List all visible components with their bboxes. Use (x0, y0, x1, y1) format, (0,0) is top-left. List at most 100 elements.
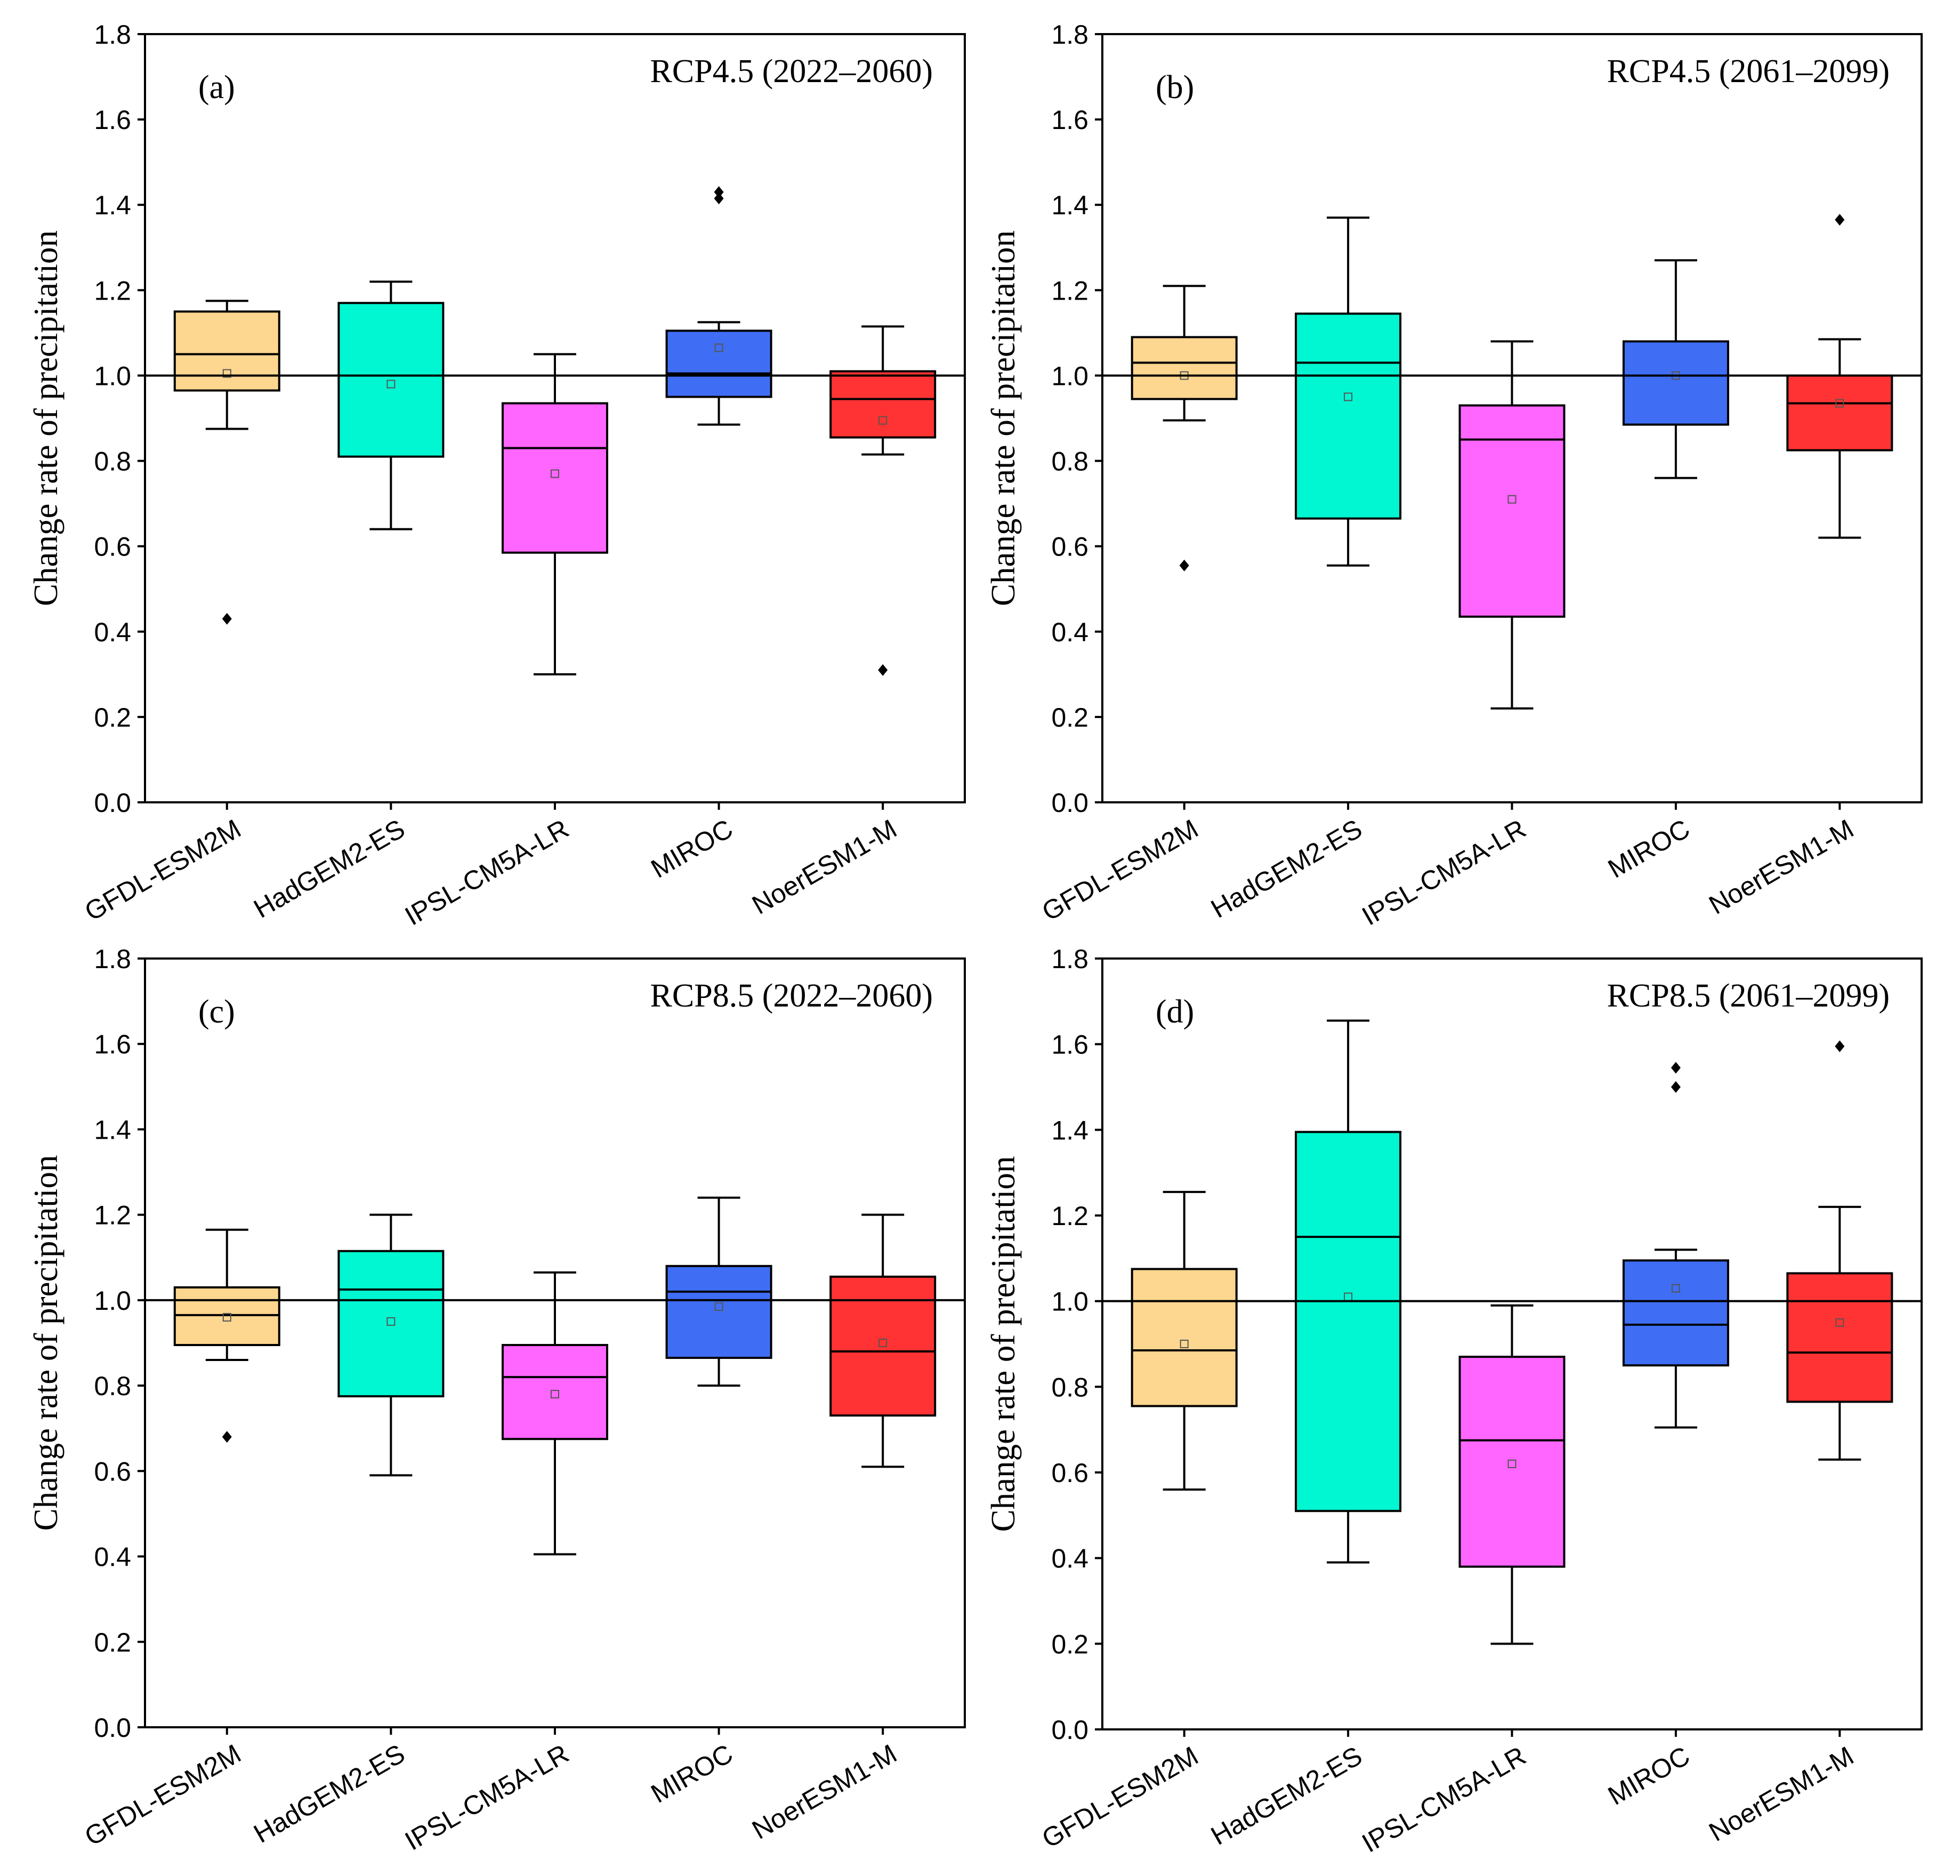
box-iqr (173, 310, 280, 392)
box-gfdl-esm2m (173, 300, 280, 625)
y-tick-label: 1.6 (94, 105, 131, 135)
box-iqr (502, 402, 608, 554)
y-tick-label: 1.4 (1051, 1115, 1088, 1145)
box-iqr (829, 370, 937, 439)
y-tick-label: 0.8 (1051, 447, 1088, 477)
x-category-label: GFDL-ESM2M (1037, 814, 1203, 927)
box-iqr (665, 1265, 772, 1359)
mean-marker (714, 343, 723, 352)
panel-label: (d) (1156, 994, 1194, 1030)
x-category-label: MIROC (646, 814, 738, 884)
box-gfdl-esm2m (173, 1228, 280, 1443)
box-iqr (173, 1286, 280, 1347)
y-axis-title: Change rate of precipitation (985, 230, 1022, 606)
outlier-point (222, 1431, 232, 1443)
panel-title: RCP8.5 (2061–2099) (1607, 978, 1890, 1014)
y-tick-label: 1.0 (94, 1286, 131, 1316)
y-axis-title: Change rate of precipitation (985, 1156, 1022, 1532)
y-axis-title: Change rate of precipitation (27, 230, 64, 606)
y-tick-label: 1.8 (1051, 944, 1088, 974)
box-noeresm1-m (1786, 1040, 1893, 1461)
x-category-label: HadGEM2-ES (249, 1738, 410, 1849)
y-tick-label: 0.6 (94, 1456, 131, 1486)
box-iqr (1786, 374, 1893, 452)
box-iqr (337, 302, 445, 458)
y-tick-label: 0.0 (1051, 788, 1088, 818)
y-tick-label: 1.0 (94, 361, 131, 391)
y-tick-label: 1.8 (94, 944, 131, 974)
mean-marker (222, 1313, 231, 1322)
x-category-label: NoerESM1-M (747, 814, 901, 920)
box-noeresm1-m (829, 1213, 937, 1468)
outlier-point (714, 186, 724, 198)
y-tick-label: 0.8 (94, 447, 131, 477)
y-axis-title: Change rate of precipitation (27, 1155, 64, 1531)
mean-marker (386, 1317, 396, 1326)
y-tick-label: 1.8 (1051, 20, 1088, 50)
x-category-label: HadGEM2-ES (1206, 1741, 1367, 1851)
panel-title: RCP4.5 (2022–2060) (650, 53, 933, 90)
box-iqr (1131, 1268, 1238, 1407)
y-tick-label: 0.0 (1051, 1715, 1088, 1745)
box-hadgem2-es (337, 1213, 445, 1477)
outlier-point (1671, 1061, 1681, 1074)
box-miroc (1622, 1061, 1729, 1429)
mean-marker (1180, 1340, 1189, 1348)
y-tick-label: 1.0 (1051, 1287, 1088, 1317)
y-tick-label: 1.4 (94, 1115, 131, 1145)
y-tick-label: 0.0 (94, 788, 131, 818)
box-iqr (1622, 1259, 1729, 1367)
mean-marker (1507, 1459, 1517, 1468)
x-category-label: IPSL-CM5A-LR (400, 814, 574, 931)
y-tick-label: 0.4 (94, 1542, 131, 1572)
box-miroc (665, 186, 772, 426)
mean-marker (1344, 392, 1353, 401)
panel-d: 0.0 0.2 0.4 0.6 0.8 1.0 1.2 1.4 1.6 1.8 Change rat… (985, 944, 1923, 1858)
x-category-label: NoerESM1-M (1704, 1741, 1859, 1847)
box-noeresm1-m (829, 325, 937, 676)
x-category-label: IPSL-CM5A-LR (1357, 1741, 1531, 1858)
box-iqr (1622, 340, 1729, 426)
x-category-label: MIROC (1603, 814, 1695, 884)
outlier-point (222, 613, 232, 625)
y-tick-label: 0.6 (94, 532, 131, 562)
y-tick-label: 0.6 (1051, 1458, 1088, 1488)
mean-marker (1835, 1318, 1844, 1327)
x-category-label: GFDL-ESM2M (79, 814, 246, 927)
box-ipsl-cm5a-lr (502, 1271, 608, 1556)
box-gfdl-esm2m (1131, 285, 1238, 571)
y-tick-label: 1.6 (1051, 105, 1088, 135)
panel-label: (c) (198, 994, 235, 1030)
panel-a: 0.0 0.2 0.4 0.6 0.8 1.0 1.2 1.4 1.6 1.8 Change rat… (27, 20, 966, 931)
y-tick-label: 1.4 (94, 190, 131, 220)
box-noeresm1-m (1786, 214, 1893, 539)
outlier-point (1671, 1081, 1681, 1093)
outlier-point (878, 664, 888, 676)
y-tick-label: 0.2 (1051, 1629, 1088, 1659)
box-iqr (1295, 312, 1402, 520)
y-tick-label: 1.6 (1051, 1030, 1088, 1060)
box-iqr (1458, 1356, 1566, 1568)
x-category-label: GFDL-ESM2M (79, 1738, 246, 1851)
x-category-label: HadGEM2-ES (249, 814, 410, 924)
box-ipsl-cm5a-lr (1458, 340, 1566, 710)
outlier-point (1179, 559, 1189, 571)
outlier-point (714, 192, 724, 205)
box-miroc (665, 1196, 772, 1387)
y-tick-label: 0.8 (94, 1371, 131, 1401)
panel-title: RCP4.5 (2061–2099) (1607, 53, 1890, 90)
y-tick-label: 1.4 (1051, 190, 1088, 220)
y-tick-label: 1.0 (1051, 361, 1088, 391)
x-category-label: MIROC (1603, 1741, 1695, 1811)
y-tick-label: 0.2 (1051, 703, 1088, 732)
y-tick-label: 0.2 (94, 703, 131, 732)
y-tick-label: 1.6 (94, 1029, 131, 1059)
y-tick-label: 0.2 (94, 1628, 131, 1657)
y-tick-label: 1.2 (94, 276, 131, 305)
mean-marker (1671, 1284, 1680, 1293)
box-hadgem2-es (337, 280, 445, 530)
y-tick-label: 0.0 (94, 1713, 131, 1743)
x-category-label: NoerESM1-M (747, 1738, 901, 1845)
mean-marker (878, 1339, 888, 1347)
